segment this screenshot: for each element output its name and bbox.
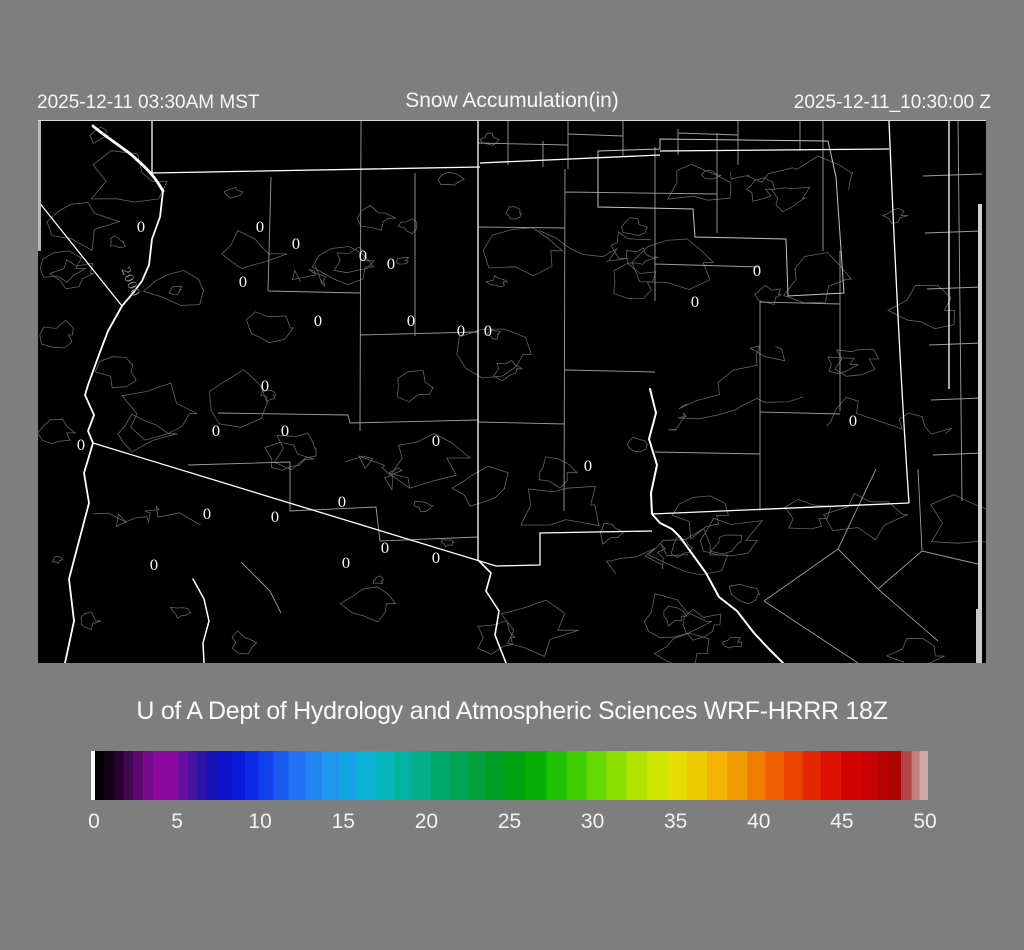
colorbar-tick-label: 0 [88, 810, 100, 833]
zero-value-label: 0 [292, 237, 301, 253]
county-boundary-lines [187, 121, 983, 663]
zero-value-labels: 0 0 0 0 0 0 0 0 0 0 0 0 0 0 0 0 0 0 0 0 0 0 0 0 0 0 [77, 220, 858, 574]
zero-value-label: 0 [484, 324, 493, 340]
zero-value-label: 0 [849, 414, 858, 430]
domain-edge-strip-right-lower [976, 609, 982, 663]
zero-value-label: 0 [584, 459, 593, 475]
zero-value-label: 0 [432, 434, 441, 450]
zero-value-label: 0 [150, 558, 159, 574]
zero-value-label: 0 [256, 220, 265, 236]
zero-value-label: 0 [203, 507, 212, 523]
elevation-contour-label: 2000 [118, 265, 142, 299]
colorbar-tick-labels: 0 5 10 15 20 25 30 35 40 45 50 [88, 810, 937, 836]
domain-edge-strip-right [978, 204, 982, 609]
zero-value-label: 0 [261, 379, 270, 395]
colorbar-tick-label: 30 [580, 810, 605, 833]
zero-value-label: 0 [691, 295, 700, 311]
domain-edge-strip-left [38, 121, 41, 251]
credit-caption: U of A Dept of Hydrology and Atmospheric… [136, 697, 888, 725]
valid-time-local-label: 2025-12-11 03:30AM MST [37, 92, 260, 113]
zero-value-label: 0 [342, 556, 351, 572]
zero-value-label: 0 [212, 424, 221, 440]
terrain-contour-lines [38, 126, 986, 663]
valid-time-utc-label: 2025-12-11_10:30:00 Z [793, 92, 991, 113]
zero-value-label: 0 [359, 249, 368, 265]
zero-value-label: 0 [407, 314, 416, 330]
colorbar-tick-label: 50 [913, 810, 937, 833]
colorbar-tick-label: 10 [248, 810, 272, 833]
colorbar-tick-label: 15 [331, 810, 355, 833]
zero-value-label: 0 [271, 510, 280, 526]
colorbar-gradient [91, 751, 928, 800]
snow-accumulation-map: 0 0 0 0 0 0 0 0 0 0 0 0 0 0 0 0 0 0 0 0 0 0 0 0 0 0 2000 [38, 120, 986, 663]
colorbar-tick-label: 25 [497, 810, 522, 833]
state-boundary-lines [38, 121, 950, 567]
river-lines [64, 124, 784, 663]
zero-value-label: 0 [77, 438, 86, 454]
zero-value-label: 0 [753, 264, 762, 280]
page-title: Snow Accumulation(in) [405, 89, 619, 112]
zero-value-label: 0 [338, 495, 347, 511]
zero-value-label: 0 [239, 275, 248, 291]
colorbar-tick-label: 35 [664, 810, 688, 833]
zero-value-label: 0 [432, 551, 441, 567]
zero-value-label: 0 [457, 324, 466, 340]
map-canvas: 0 0 0 0 0 0 0 0 0 0 0 0 0 0 0 0 0 0 0 0 0 0 0 0 0 0 2000 [38, 121, 986, 663]
zero-value-label: 0 [137, 220, 146, 236]
zero-value-label: 0 [387, 257, 396, 273]
colorbar-tick-label: 20 [414, 810, 439, 833]
colorbar-tick-label: 45 [830, 810, 854, 833]
colorbar-tick-label: 40 [747, 810, 771, 833]
zero-value-label: 0 [314, 314, 323, 330]
zero-value-label: 0 [281, 424, 290, 440]
zero-value-label: 0 [381, 541, 390, 557]
colorbar-tick-label: 5 [171, 810, 183, 833]
colorbar: 0 5 10 15 20 25 30 35 40 45 50 [88, 751, 937, 841]
